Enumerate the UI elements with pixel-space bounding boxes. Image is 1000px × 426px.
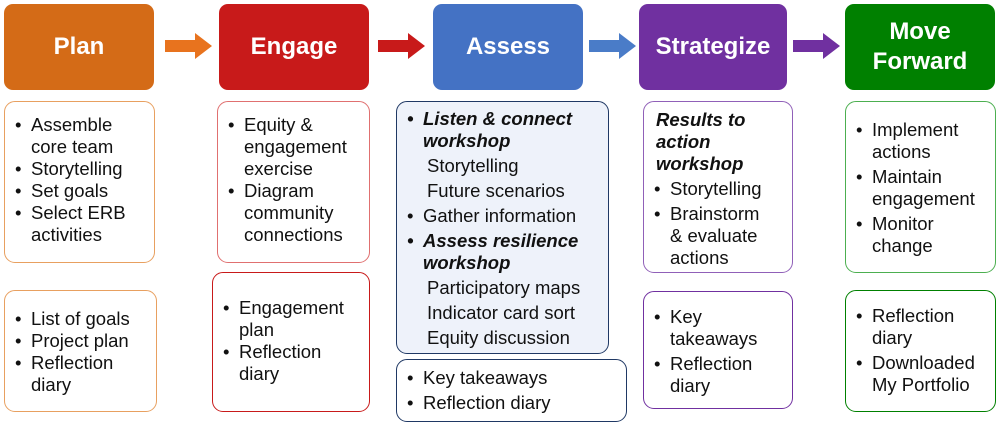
list-item: Implement actions (850, 119, 972, 163)
list-item: Monitor change (850, 213, 972, 257)
strategize-title: Strategize (655, 33, 771, 60)
list-item: Reflection diary (850, 305, 972, 349)
plan-activities-box: Assemble core team Storytelling Set goal… (4, 101, 155, 263)
list-item: Assess resilience workshop (401, 230, 598, 274)
list-item: Engagement plan (217, 297, 349, 341)
list-item: Listen & connect workshop (401, 108, 593, 152)
list-item: Reflection diary (401, 392, 620, 414)
list-item: Maintain engagement (850, 166, 992, 210)
list-item: Project plan (9, 330, 150, 352)
list-item: Downloaded My Portfolio (850, 352, 992, 396)
plan-title: Plan (53, 33, 105, 60)
engage-outputs-box: Engagement plan Reflection diary (212, 272, 370, 412)
list-item: Storytelling (427, 155, 519, 176)
plan-header: Plan (4, 4, 154, 90)
list-item: Storytelling (9, 158, 148, 180)
list-item: Storytelling (648, 178, 786, 200)
move-forward-header: Move Forward (845, 4, 995, 90)
strategize-activities-box: Results to action workshop Storytelling … (643, 101, 793, 273)
list-item: Brainstorm & evaluate actions (648, 203, 770, 269)
arrow-assess-to-strategize (589, 33, 636, 59)
assess-outputs-box: Key takeaways Reflection diary (396, 359, 627, 422)
assess-activities-box: Listen & connect workshop Storytelling F… (396, 101, 609, 354)
list-item: Equity discussion (427, 327, 570, 348)
engage-header: Engage (219, 4, 369, 90)
list-item: Gather information (401, 205, 602, 227)
list-item: Reflection diary (648, 353, 770, 397)
list-item: Reflection diary (217, 341, 339, 385)
list-item: Key takeaways (648, 306, 770, 350)
workshop-title: Results to action workshop (656, 109, 746, 174)
strategize-outputs-box: Key takeaways Reflection diary (643, 291, 793, 409)
strategize-header: Strategize (639, 4, 787, 90)
list-item: Select ERB activities (9, 202, 141, 246)
list-item: Diagram community connections (222, 180, 364, 246)
assess-title: Assess (465, 33, 551, 60)
list-item: Indicator card sort (427, 302, 576, 323)
list-item: Key takeaways (401, 367, 620, 389)
assess-header: Assess (433, 4, 583, 90)
list-item: Future scenarios (427, 180, 565, 201)
list-item: Participatory maps (427, 277, 581, 298)
arrow-strategize-to-move-forward (793, 33, 840, 59)
engage-activities-box: Equity & engagement exercise Diagram com… (217, 101, 370, 263)
plan-outputs-box: List of goals Project plan Reflection di… (4, 290, 157, 412)
list-item: Set goals (9, 180, 148, 202)
engage-title: Engage (250, 33, 338, 60)
list-item: Reflection diary (9, 352, 126, 396)
move-forward-activities-box: Implement actions Maintain engagement Mo… (845, 101, 996, 273)
list-item: Assemble core team (9, 114, 126, 158)
arrow-plan-to-engage (165, 33, 212, 59)
move-forward-outputs-box: Reflection diary Downloaded My Portfolio (845, 290, 996, 412)
move-forward-title: Move Forward (872, 18, 968, 75)
arrow-engage-to-assess (378, 33, 425, 59)
list-item: Equity & engagement exercise (222, 114, 364, 180)
list-item: List of goals (9, 308, 150, 330)
